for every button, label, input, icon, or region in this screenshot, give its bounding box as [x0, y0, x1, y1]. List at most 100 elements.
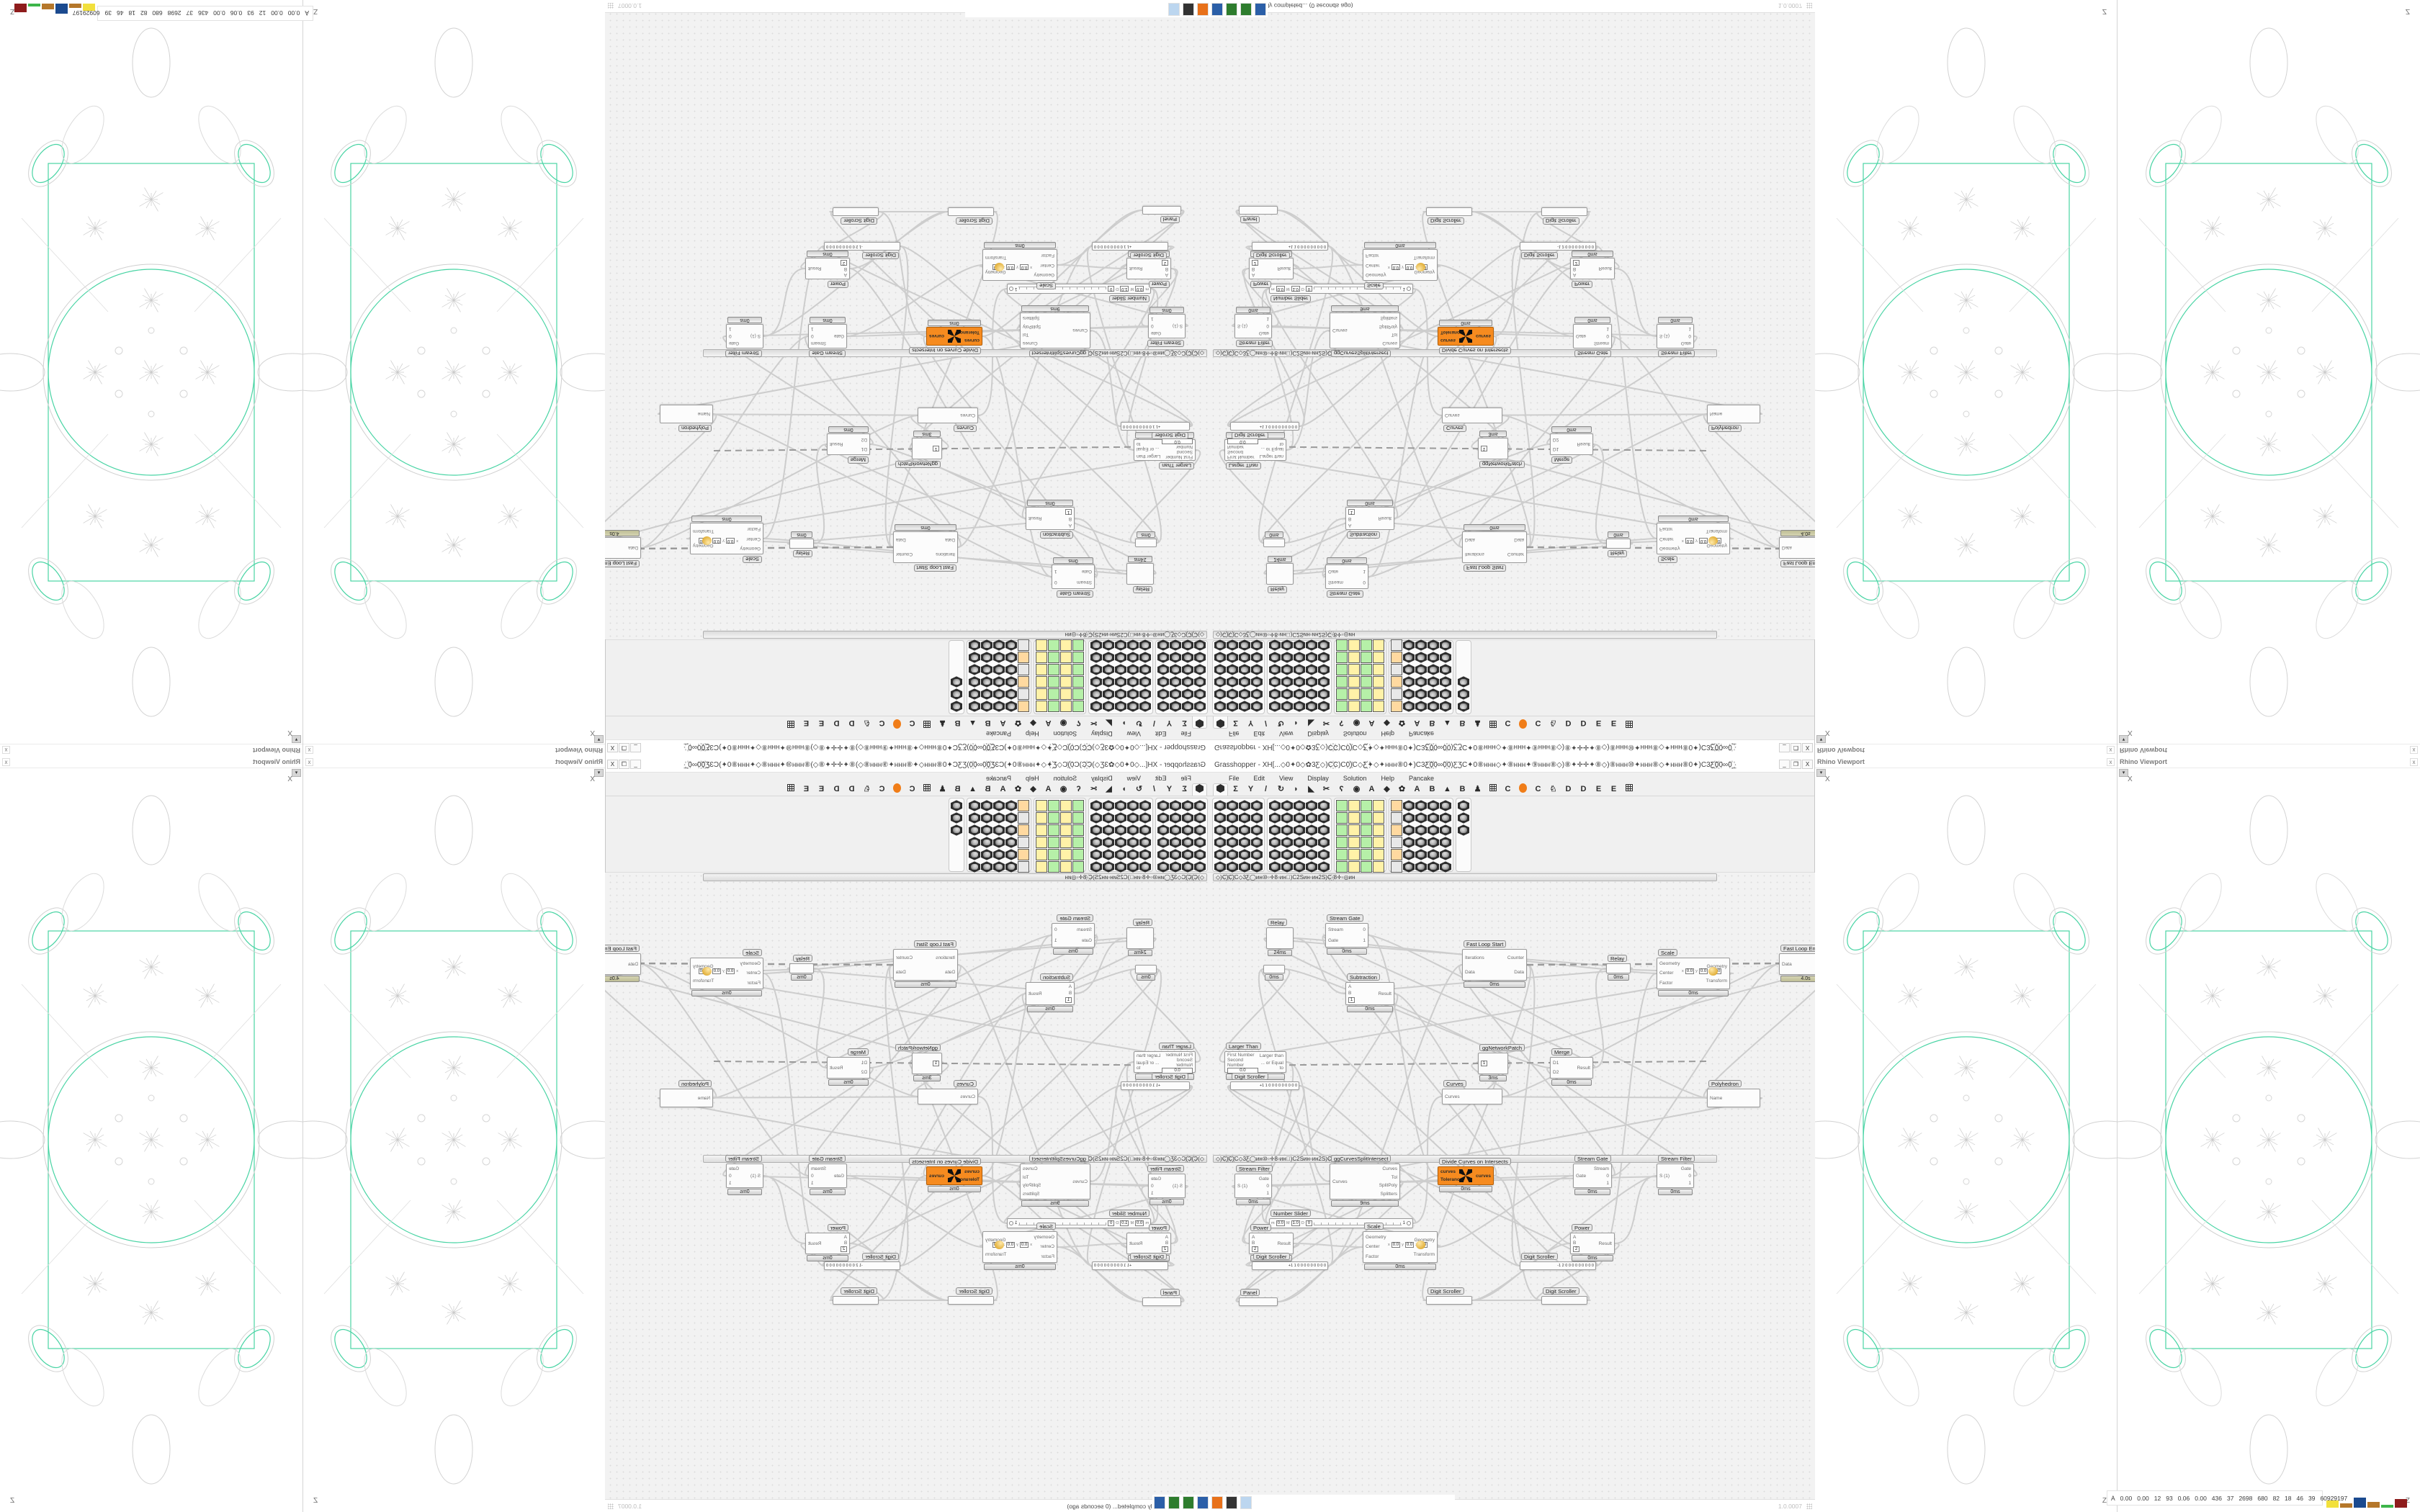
node-label[interactable]: Relay	[1268, 586, 1288, 593]
gh-component-digitscroller4[interactable]	[948, 1296, 994, 1305]
node-input-port[interactable]: Geometry	[1659, 961, 1680, 967]
node-label[interactable]: Digit Scroller	[1152, 432, 1188, 439]
palette-component-icon[interactable]	[1373, 652, 1384, 663]
palette-component-icon[interactable]	[1139, 824, 1151, 836]
node-label[interactable]: Stream Filter	[725, 1155, 762, 1162]
node-input-port[interactable]: Center	[746, 971, 761, 976]
maximize-button[interactable]: ❐	[1791, 759, 1801, 769]
palette-component-icon[interactable]	[1157, 812, 1169, 824]
node-output-port[interactable]: 1	[729, 1180, 732, 1186]
menu-item-display[interactable]: Display	[1307, 730, 1329, 738]
node-output-port[interactable]: Stream	[1594, 1166, 1609, 1171]
node-input-port[interactable]: D2	[861, 437, 867, 442]
viewport-toggle-2[interactable]: ▾	[2119, 769, 2128, 777]
node-input-port[interactable]: Curves	[960, 1094, 975, 1099]
palette-component-icon[interactable]	[1294, 652, 1305, 663]
node-value-field[interactable]: 1	[933, 446, 939, 451]
palette-component-icon[interactable]	[969, 824, 980, 836]
node-output-port[interactable]: 1	[1363, 569, 1366, 574]
palette-component-icon[interactable]	[1214, 800, 1226, 811]
palette-component-icon[interactable]	[1115, 800, 1126, 811]
node-output-port[interactable]: 1	[811, 1180, 814, 1186]
node-input-port[interactable]: D2	[1553, 1070, 1559, 1075]
palette-component-icon[interactable]	[1336, 676, 1348, 688]
scroller-digits[interactable]: +1 1 0 0 0 0 0 0 0 0 0	[1288, 244, 1326, 248]
palette-component-icon[interactable]	[1391, 824, 1402, 836]
ribbon-tab-letter-b-icon[interactable]: B	[985, 719, 991, 727]
palette-component-icon[interactable]	[1048, 676, 1059, 688]
palette-component-icon[interactable]	[1139, 800, 1151, 811]
palette-component-icon[interactable]	[1005, 652, 1017, 663]
node-input-port[interactable]: Factor	[1659, 980, 1673, 986]
palette-component-icon[interactable]	[1269, 664, 1281, 675]
ribbon-tab-letter-e2-icon[interactable]: E	[803, 719, 810, 727]
gh-component-digitscroller1[interactable]: +1 1 0 0 0 0 0 0 0 0 0	[1121, 422, 1190, 431]
gh-component-ggnetworkpatch[interactable]: 1	[912, 438, 942, 459]
node-output-port[interactable]: 0	[811, 333, 814, 339]
node-label[interactable]: Stream Gate	[1574, 350, 1611, 357]
ribbon-tab-mask-icon[interactable]: ♟	[1474, 719, 1482, 727]
slider-max-field[interactable]: 1.0	[1291, 1220, 1300, 1226]
node-label[interactable]: Relay	[1268, 919, 1288, 926]
node-output-port[interactable]: Splitters	[1380, 1191, 1397, 1197]
palette-component-icon[interactable]	[981, 664, 992, 675]
node-output-port[interactable]: Splitters	[1380, 315, 1397, 321]
palette-component-icon[interactable]	[1103, 676, 1114, 688]
palette-component-icon[interactable]	[1018, 688, 1029, 700]
ribbon-tab-letter-d2-icon[interactable]: D	[833, 719, 840, 727]
palette-component-icon[interactable]	[1294, 812, 1305, 824]
node-label[interactable]: Curves	[954, 425, 977, 432]
palette-component-icon[interactable]	[1361, 652, 1372, 663]
ribbon-tab-dither-icon[interactable]	[784, 716, 799, 729]
node-output-port[interactable]: Larger than	[1259, 1053, 1283, 1059]
node-output-port[interactable]: Stream	[811, 1166, 826, 1171]
palette-component-icon[interactable]	[1048, 837, 1059, 848]
palette-component-icon[interactable]	[993, 664, 1005, 675]
menu-item-pancake[interactable]: Pancake	[986, 774, 1012, 782]
palette-component-icon[interactable]	[1018, 824, 1029, 836]
palette-component-icon[interactable]	[1458, 701, 1469, 712]
palette-component-icon[interactable]	[1428, 800, 1439, 811]
slider-min-field[interactable]: 0.0	[1276, 1220, 1285, 1226]
palette-component-icon[interactable]	[1115, 812, 1126, 824]
node-label[interactable]: Curves	[954, 1080, 977, 1087]
gh-component-panel1[interactable]	[1239, 206, 1278, 215]
palette-component-icon[interactable]	[1214, 664, 1226, 675]
ribbon-tab-orange-blob-icon[interactable]	[1515, 783, 1531, 796]
node-input-port[interactable]: Second Number	[1227, 1058, 1245, 1068]
node-output-port[interactable]: Stream	[811, 341, 826, 346]
node-output-port[interactable]: 0	[1054, 927, 1057, 932]
palette-component-icon[interactable]	[1227, 812, 1238, 824]
node-input-port[interactable]: Center	[1040, 262, 1054, 268]
node-output-port[interactable]: Tol	[1023, 332, 1029, 338]
node-output-port[interactable]: Curves	[1023, 1166, 1038, 1172]
node-output-port[interactable]: Tol	[1391, 332, 1397, 338]
gh-component-merge1[interactable]: D1 D2 Result	[1550, 433, 1593, 455]
gh-component-relay3[interactable]	[1606, 539, 1631, 549]
palette-component-icon[interactable]	[1157, 849, 1169, 860]
palette-component-icon[interactable]	[1139, 652, 1151, 663]
node-label[interactable]: Polyhedron	[1708, 425, 1742, 432]
palette-component-icon[interactable]	[1440, 837, 1451, 848]
viewport-close-2[interactable]: x	[2, 757, 10, 766]
menu-item-solution[interactable]: Solution	[1053, 774, 1077, 782]
palette-component-icon[interactable]	[1214, 688, 1226, 700]
palette-component-icon[interactable]	[1072, 664, 1084, 675]
palette-component-icon[interactable]	[1306, 824, 1317, 836]
node-output-port[interactable]: Transform	[985, 1251, 1007, 1257]
node-output-port[interactable]: Data	[896, 537, 906, 543]
palette-component-icon[interactable]	[1348, 837, 1360, 848]
palette-component-icon[interactable]	[969, 837, 980, 848]
gh-component-streamfilter2[interactable]: S (1) Gate 0 1	[1657, 324, 1694, 348]
palette-component-icon[interactable]	[1194, 849, 1206, 860]
gh-component-largerthan[interactable]: First Number Second Number 0.0 Larger than.…	[1224, 438, 1286, 461]
node-input-port[interactable]: Factor	[1041, 253, 1054, 258]
ribbon-tab-letter-c2-icon[interactable]: C	[1535, 785, 1541, 793]
gh-component-ggcurvessplit[interactable]: Curves Curves Tol SplitPoly Splitters	[1020, 1164, 1090, 1200]
palette-component-icon[interactable]	[1103, 688, 1114, 700]
palette-component-icon[interactable]	[1005, 701, 1017, 712]
palette-component-icon[interactable]	[1214, 824, 1226, 836]
ribbon-tab-eye-icon[interactable]: ◉	[1353, 719, 1361, 727]
palette-component-icon[interactable]	[1182, 812, 1193, 824]
